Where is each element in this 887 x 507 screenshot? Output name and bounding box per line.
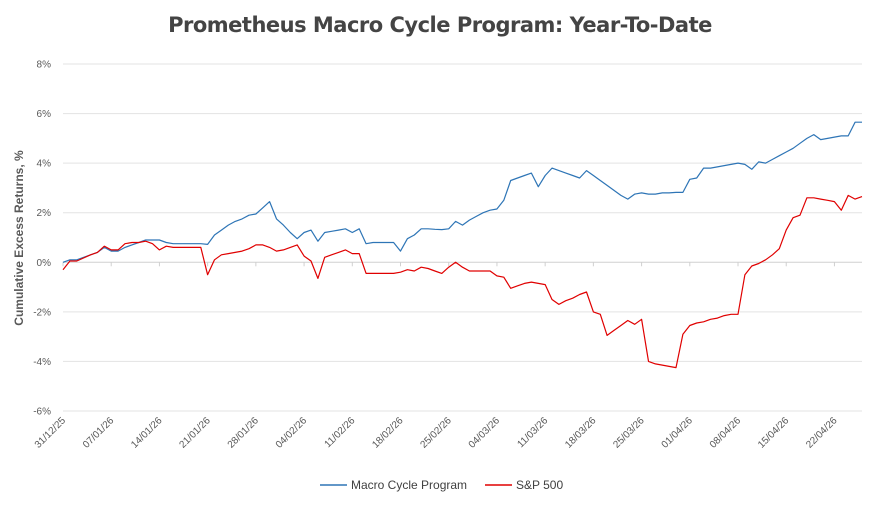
y-tick-label: 0%: [37, 258, 52, 269]
x-tick-label: 07/01/26: [81, 415, 117, 451]
x-tick-label: 04/03/26: [467, 415, 503, 451]
x-tick-label: 08/04/26: [708, 415, 744, 451]
legend-label-1: S&P 500: [516, 478, 563, 492]
y-tick-label: 4%: [37, 159, 52, 170]
x-tick-label: 15/04/26: [756, 415, 792, 451]
y-tick-label: 6%: [37, 109, 52, 120]
x-axis-ticks: 31/12/25 07/01/26 14/01/26 21/01/26 28/01/26…: [33, 262, 840, 451]
x-tick-label: 22/04/26: [804, 415, 840, 451]
legend: Macro Cycle Program S&P 500: [320, 478, 563, 492]
x-tick-label: 18/03/26: [563, 415, 599, 451]
y-axis-ticks: 8% 6% 4% 2% 0% -2% -4% -6%: [33, 60, 51, 418]
x-tick-label: 21/01/26: [177, 415, 213, 451]
x-tick-label: 31/12/25: [33, 415, 69, 451]
series-line-0: [62, 121, 862, 263]
series-line-1: [62, 194, 863, 369]
x-tick-label: 01/04/26: [660, 415, 696, 451]
x-tick-label: 18/02/26: [370, 415, 406, 451]
chart-title: Prometheus Macro Cycle Program: Year-To-…: [168, 13, 712, 37]
y-tick-label: -2%: [33, 307, 51, 318]
y-tick-label: -4%: [33, 357, 51, 368]
x-tick-label: 28/01/26: [226, 415, 262, 451]
x-tick-label: 11/03/26: [515, 415, 550, 450]
y-tick-label: -6%: [33, 407, 51, 418]
gridlines: [63, 63, 862, 412]
legend-label-0: Macro Cycle Program: [351, 478, 467, 492]
y-axis-label: Cumulative Excess Returns, %: [12, 150, 26, 326]
x-tick-label: 25/02/26: [419, 415, 455, 451]
x-tick-label: 11/02/26: [323, 415, 358, 450]
x-tick-label: 25/03/26: [611, 415, 647, 451]
y-tick-label: 8%: [37, 60, 52, 71]
series-lines: [62, 121, 863, 369]
y-tick-label: 2%: [37, 208, 52, 219]
x-tick-label: 14/01/26: [129, 415, 165, 451]
x-tick-label: 04/02/26: [274, 415, 310, 451]
